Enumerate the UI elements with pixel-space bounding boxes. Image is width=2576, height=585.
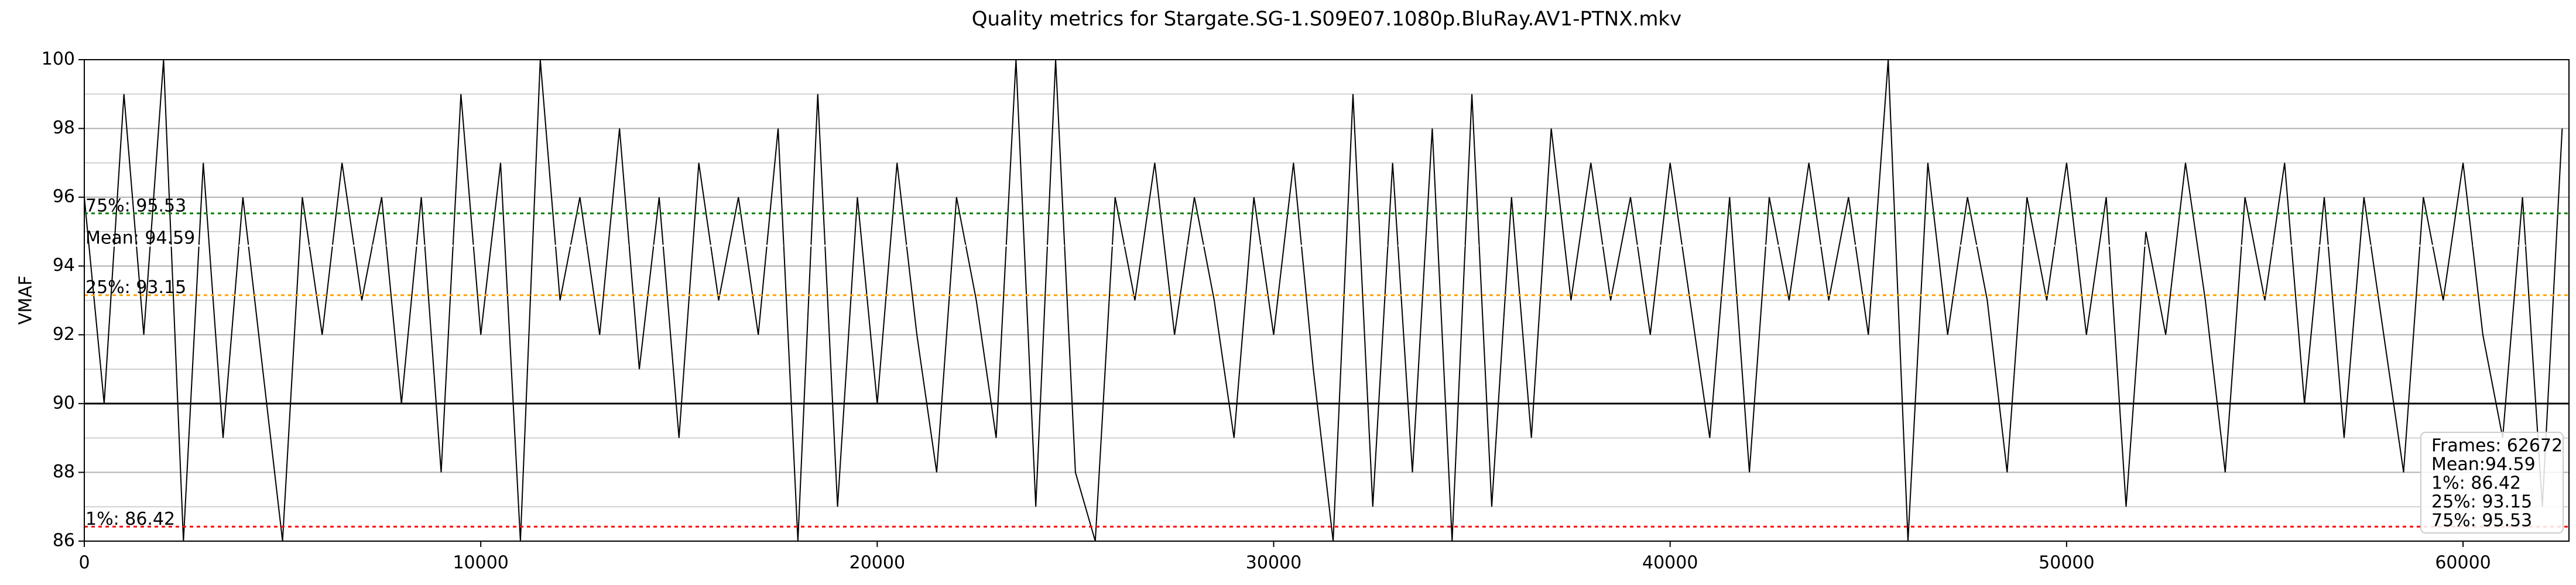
y-tick-label: 96 bbox=[53, 187, 75, 207]
x-tick-label: 30000 bbox=[1246, 553, 1301, 573]
x-tick-label: 10000 bbox=[453, 553, 508, 573]
x-tick-label: 60000 bbox=[2435, 553, 2491, 573]
y-tick-label: 90 bbox=[53, 393, 75, 413]
y-tick-label: 98 bbox=[53, 118, 75, 138]
stats-text: Mean:94.59 bbox=[2431, 455, 2536, 475]
data-line bbox=[84, 60, 2563, 541]
stats-text: 1%: 86.42 bbox=[2431, 473, 2521, 494]
reference-label: Mean: 94.59 bbox=[85, 228, 195, 249]
y-tick-label: 86 bbox=[53, 531, 75, 551]
reference-label: 75%: 95.53 bbox=[85, 195, 186, 216]
x-tick-label: 40000 bbox=[1642, 553, 1698, 573]
stats-text: 75%: 95.53 bbox=[2431, 511, 2532, 531]
stats-text: Frames: 62672 bbox=[2431, 436, 2563, 456]
reference-label: 1%: 86.42 bbox=[85, 509, 175, 529]
x-tick-label: 50000 bbox=[2039, 553, 2094, 573]
x-tick-label: 20000 bbox=[849, 553, 905, 573]
x-tick-label: 0 bbox=[78, 553, 90, 573]
plot-frame bbox=[84, 59, 2570, 542]
reference-label: 25%: 93.15 bbox=[85, 277, 186, 298]
y-tick-label: 92 bbox=[53, 324, 75, 345]
y-axis-label: VMAF bbox=[16, 276, 36, 325]
y-tick-label: 88 bbox=[53, 462, 75, 482]
chart-title: Quality metrics for Stargate.SG-1.S09E07… bbox=[972, 8, 1682, 31]
y-tick-label: 100 bbox=[42, 49, 75, 70]
stats-text: 25%: 93.15 bbox=[2431, 492, 2532, 512]
y-tick-label: 94 bbox=[53, 255, 75, 276]
stats-box bbox=[2420, 432, 2564, 534]
